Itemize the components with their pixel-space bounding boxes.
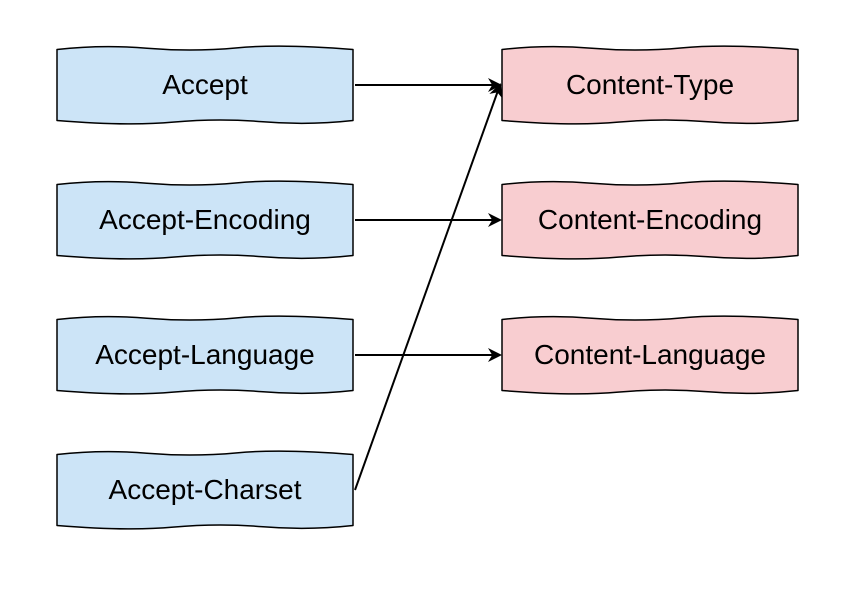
node-content-encoding: Content-Encoding [500, 180, 800, 260]
node-label-accept-language: Accept-Language [95, 339, 315, 371]
node-accept: Accept [55, 45, 355, 125]
node-content-language: Content-Language [500, 315, 800, 395]
edge-accept-charset-to-content-type [355, 85, 500, 490]
node-label-content-language: Content-Language [534, 339, 766, 371]
node-accept-charset: Accept-Charset [55, 450, 355, 530]
node-accept-language: Accept-Language [55, 315, 355, 395]
http-headers-mapping-diagram: Accept Accept-Encoding Accept-Language Acce… [0, 0, 850, 600]
node-accept-encoding: Accept-Encoding [55, 180, 355, 260]
node-label-accept-encoding: Accept-Encoding [99, 204, 311, 236]
node-label-content-type: Content-Type [566, 69, 734, 101]
node-content-type: Content-Type [500, 45, 800, 125]
node-label-content-encoding: Content-Encoding [538, 204, 762, 236]
node-label-accept-charset: Accept-Charset [109, 474, 302, 506]
node-label-accept: Accept [162, 69, 248, 101]
